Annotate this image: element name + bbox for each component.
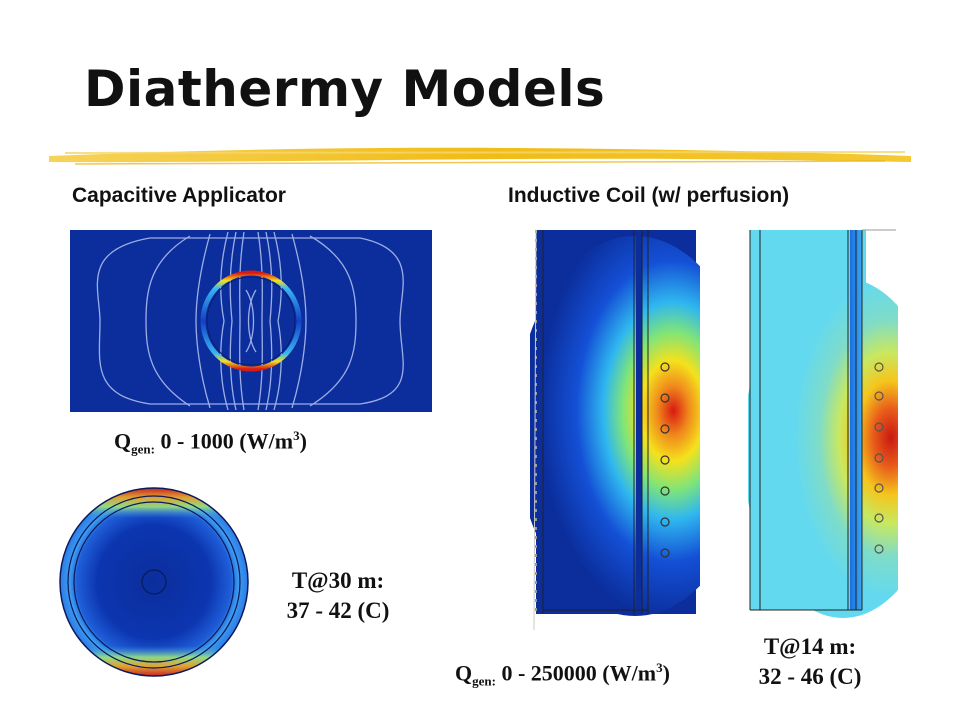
- caption-q-subscript: gen:: [131, 441, 155, 457]
- caption-q-subscript: gen:: [472, 673, 496, 689]
- inductive-heading: Inductive Coil (w/ perfusion): [508, 184, 790, 207]
- slide-title: Diathermy Models: [84, 60, 606, 118]
- caption-q-range: 0 - 250000 (W/m: [495, 660, 657, 686]
- caption-q-range: 0 - 1000 (W/m: [154, 428, 294, 454]
- capacitive-qgen-caption: Qgen: 0 - 1000 (W/m3): [114, 428, 307, 458]
- caption-q-close: ): [662, 660, 670, 686]
- caption-q-close: ): [299, 428, 307, 454]
- t30-line2: 37 - 42 (C): [286, 598, 390, 623]
- title-underline-brushstroke: [49, 147, 911, 165]
- inductive-temperature-caption: T@14 m: 32 - 46 (C): [740, 632, 880, 692]
- inductive-temperature-plot: [748, 229, 898, 618]
- caption-q-letter: Q: [114, 428, 132, 454]
- capacitive-temperature-caption: T@30 m: 37 - 42 (C): [268, 566, 408, 626]
- capacitive-heading: Capacitive Applicator: [72, 184, 286, 207]
- caption-q-exponent: 3: [656, 660, 663, 675]
- inductive-qgen-plot: [530, 229, 700, 631]
- capacitive-temperature-disc: [59, 487, 249, 677]
- t14-line2: 32 - 46 (C): [758, 664, 862, 689]
- caption-q-letter: Q: [455, 660, 473, 686]
- t14-line1: T@14 m:: [763, 634, 857, 659]
- caption-q-exponent: 3: [293, 428, 300, 443]
- inductive-qgen-caption: Qgen: 0 - 250000 (W/m3): [455, 660, 670, 690]
- t30-line1: T@30 m:: [291, 568, 385, 593]
- capacitive-field-plot: [70, 230, 432, 412]
